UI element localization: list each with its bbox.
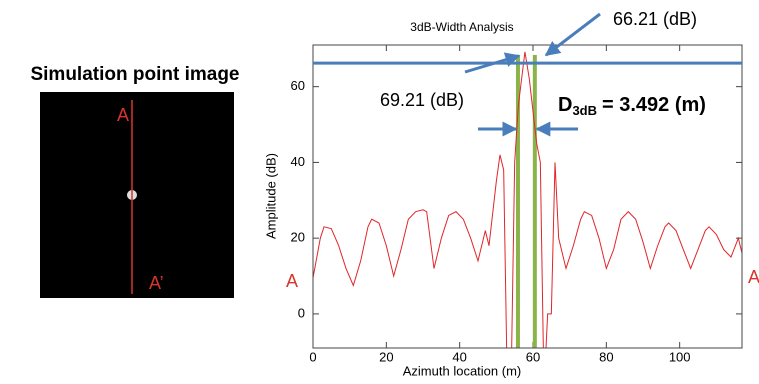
x-tick-label: 0 bbox=[309, 349, 316, 364]
left-title: Simulation point image bbox=[30, 64, 239, 85]
threshold-arrow bbox=[546, 14, 600, 55]
annotation: D3dB = 3.492 (m) bbox=[558, 94, 706, 118]
y-axis-label: Amplitude (dB) bbox=[263, 153, 278, 239]
cut-label: A bbox=[748, 267, 759, 287]
x-tick-label: 60 bbox=[526, 349, 540, 364]
annotation: 69.21 (dB) bbox=[380, 90, 464, 110]
x-tick-label: 80 bbox=[599, 349, 613, 364]
chart-title: 3dB-Width Analysis bbox=[410, 20, 513, 34]
y-tick-label: 0 bbox=[298, 305, 305, 320]
figure: Simulation point image A A’ A A 3dB-Widt… bbox=[0, 0, 759, 384]
annotation: 66.21 (dB) bbox=[613, 9, 697, 29]
y-tick-label: 20 bbox=[291, 230, 305, 245]
x-tick-label: 40 bbox=[452, 349, 466, 364]
cut-label: A’ bbox=[149, 273, 164, 293]
subscript: 3dB bbox=[572, 103, 597, 118]
x-tick-label: 100 bbox=[669, 349, 691, 364]
plot-frame bbox=[313, 45, 742, 348]
x-tick-label: 20 bbox=[379, 349, 393, 364]
symbol: D bbox=[558, 94, 572, 116]
cut-label: A bbox=[286, 271, 298, 291]
cut-label: A bbox=[117, 105, 129, 125]
y-tick-label: 40 bbox=[291, 154, 305, 169]
x-axis-label: Azimuth location (m) bbox=[403, 363, 521, 378]
width-label: = 3.492 (m) bbox=[602, 94, 706, 116]
y-tick-label: 60 bbox=[291, 78, 305, 93]
